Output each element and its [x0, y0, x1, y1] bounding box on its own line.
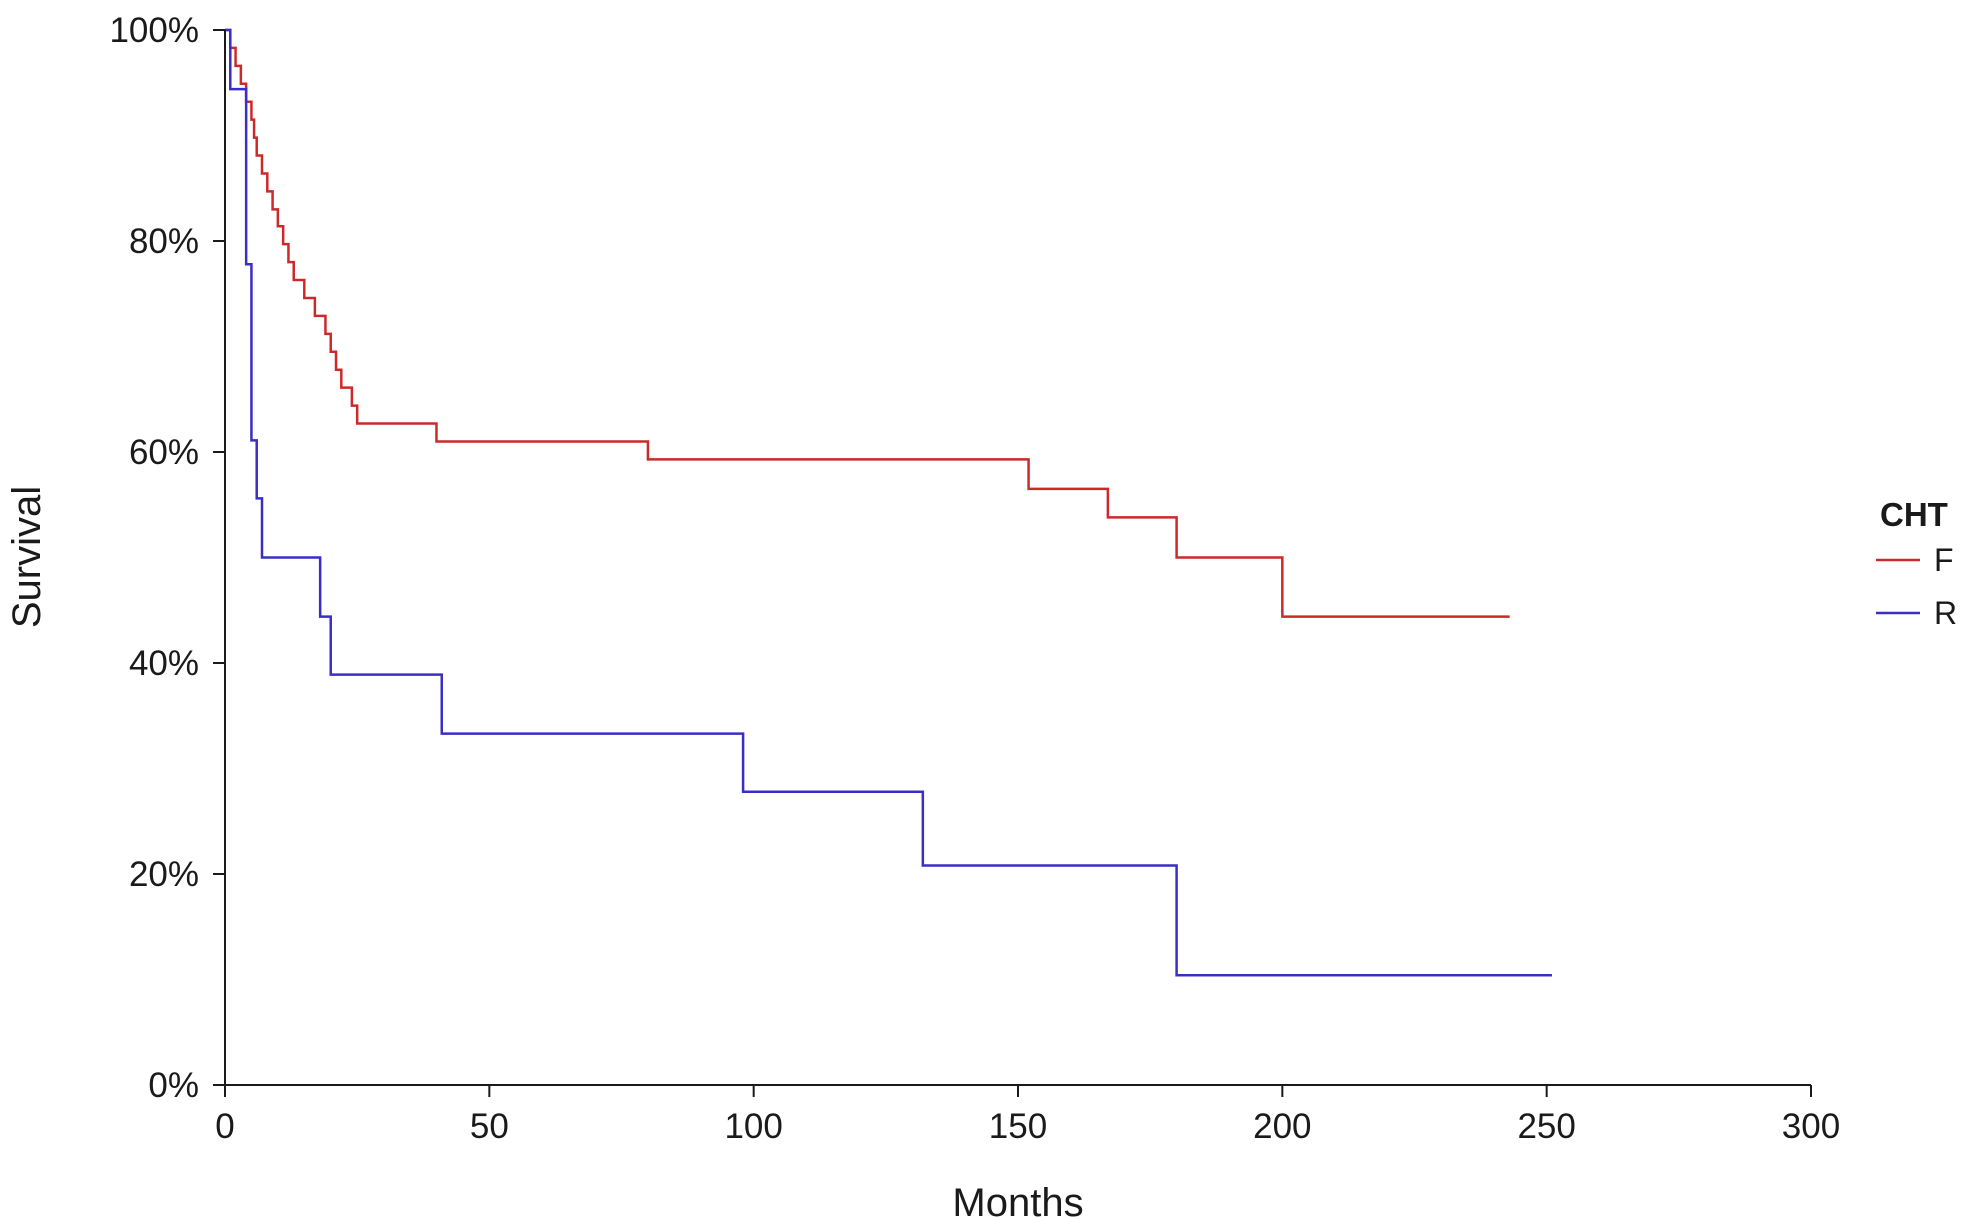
- series-line-r: [225, 28, 1552, 977]
- x-axis-ticks: 0 50 100 150 200 250 300: [215, 1085, 1840, 1146]
- series-line-f: [225, 28, 1510, 618]
- x-tick-label: 200: [1253, 1107, 1311, 1146]
- plot-lines: [225, 28, 1552, 977]
- y-tick-label: 20%: [129, 855, 199, 894]
- y-axis-title: Survival: [5, 486, 49, 628]
- legend-label-f: F: [1934, 542, 1954, 578]
- y-tick-label: 60%: [129, 433, 199, 472]
- y-axis-ticks: 0% 20% 40% 60% 80% 100%: [109, 11, 225, 1105]
- x-tick-label: 0: [215, 1107, 234, 1146]
- legend: CHT FR: [1876, 496, 1957, 631]
- x-tick-label: 150: [989, 1107, 1047, 1146]
- x-tick-label: 300: [1782, 1107, 1840, 1146]
- x-tick-label: 50: [470, 1107, 509, 1146]
- x-axis-title: Months: [952, 1181, 1083, 1217]
- y-tick-label: 80%: [129, 222, 199, 261]
- legend-title: CHT: [1880, 496, 1948, 533]
- x-tick-label: 250: [1517, 1107, 1575, 1146]
- y-tick-label: 40%: [129, 644, 199, 683]
- y-tick-label: 100%: [109, 11, 199, 50]
- legend-label-r: R: [1934, 595, 1957, 631]
- y-tick-label: 0%: [148, 1066, 199, 1105]
- x-tick-label: 100: [724, 1107, 782, 1146]
